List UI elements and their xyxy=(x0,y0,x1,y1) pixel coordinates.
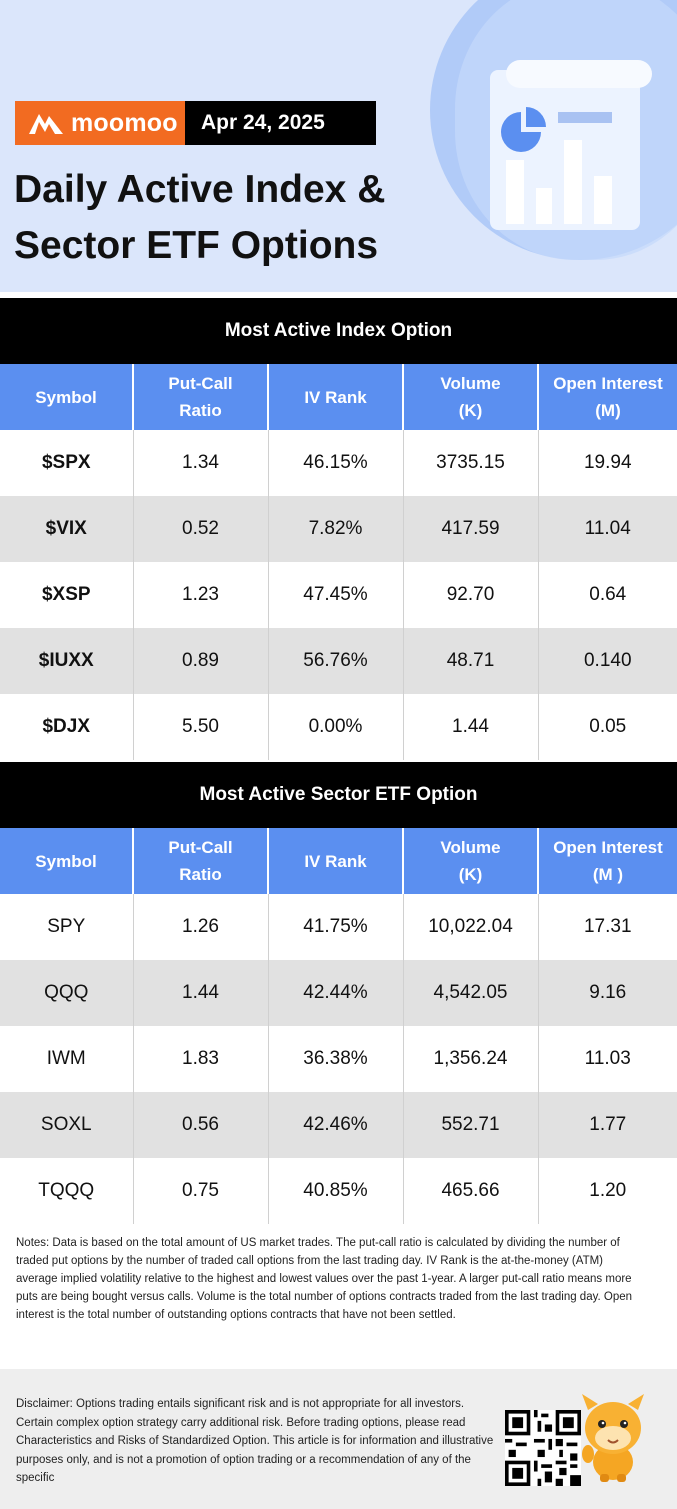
col-header-symbol: Symbol xyxy=(0,828,134,894)
cell-iv-rank: 42.46% xyxy=(268,1092,404,1158)
sector-options-table: Symbol Put-Call Ratio IV Rank Volume (K) O… xyxy=(0,828,677,1224)
col-header-symbol: Symbol xyxy=(0,364,134,430)
cell-symbol: IWM xyxy=(0,1026,134,1092)
chart-document-icon xyxy=(490,60,652,230)
col-header-put-call: Put-Call Ratio xyxy=(133,364,269,430)
cell-symbol: SPY xyxy=(0,894,134,960)
col-header-volume: Volume (K) xyxy=(403,364,539,430)
brand-bar: moomoo Apr 24, 2025 xyxy=(15,101,376,145)
col-header-put-call: Put-Call Ratio xyxy=(133,828,269,894)
cell-volume: 1.44 xyxy=(403,694,539,760)
cell-open-interest: 11.04 xyxy=(538,496,677,562)
cell-iv-rank: 41.75% xyxy=(268,894,404,960)
cell-volume: 4,542.05 xyxy=(403,960,539,1026)
cell-put-call: 0.75 xyxy=(133,1158,269,1224)
cell-open-interest: 11.03 xyxy=(584,1048,631,1069)
cell-volume: 10,022.04 xyxy=(403,894,539,960)
col-header-open-interest: Open Interest (M ) xyxy=(538,828,677,894)
cell-symbol: $VIX xyxy=(0,496,134,562)
cell-volume: 3735.15 xyxy=(403,430,539,496)
col-header-iv-rank: IV Rank xyxy=(268,828,404,894)
report-date: Apr 24, 2025 xyxy=(185,101,376,145)
page-title-line-1: Daily Active Index & xyxy=(14,168,386,211)
cell-symbol: SOXL xyxy=(0,1092,134,1158)
cell-open-interest: 0.140 xyxy=(538,628,677,694)
cell-volume: 465.66 xyxy=(403,1158,539,1224)
cell-symbol: $IUXX xyxy=(0,628,134,694)
moomoo-logo-icon xyxy=(29,114,63,134)
cell-volume: 1,356.24 xyxy=(403,1026,539,1092)
cell-put-call: 1.26 xyxy=(133,894,269,960)
cell-iv-rank: 47.45% xyxy=(268,562,404,628)
qr-code-icon xyxy=(505,1410,581,1486)
header-banner: moomoo Apr 24, 2025 Daily Active Index &… xyxy=(0,0,677,292)
brand-name: moomoo xyxy=(71,108,178,137)
cell-put-call: 0.52 xyxy=(133,496,269,562)
page-title: Daily Active Index & Sector ETF Options xyxy=(14,162,385,274)
cell-open-interest: 1.20 xyxy=(589,1180,627,1201)
disclaimer-text: Disclaimer: Options trading entails sign… xyxy=(16,1398,494,1484)
cell-open-interest: 19.94 xyxy=(583,452,632,473)
cell-iv-rank: 0.00% xyxy=(268,694,404,760)
cell-volume: 48.71 xyxy=(403,628,539,694)
brand-logo: moomoo xyxy=(15,101,185,145)
cell-iv-rank: 46.15% xyxy=(268,430,404,496)
cell-open-interest: 0.64 xyxy=(589,584,627,605)
page-title-line-2: Sector ETF Options xyxy=(14,224,379,267)
index-options-table: Symbol Put-Call Ratio IV Rank Volume (K) O… xyxy=(0,364,677,760)
cell-iv-rank: 36.38% xyxy=(268,1026,404,1092)
cell-symbol: $XSP xyxy=(0,562,134,628)
table-row: QQQ 1.44 42.44% 4,542.05 9.16 xyxy=(0,960,677,1026)
cell-put-call: 1.23 xyxy=(133,562,269,628)
cell-put-call: 5.50 xyxy=(133,694,269,760)
table-row: $SPX 1.34 46.15% 3735.15 19.94 xyxy=(0,430,677,496)
table-row: SPY 1.26 41.75% 10,022.04 17.31 xyxy=(0,894,677,960)
table-header-row: Symbol Put-Call Ratio IV Rank Volume (K) O… xyxy=(0,364,677,430)
table-row: SOXL 0.56 42.46% 552.71 1.77 xyxy=(0,1092,677,1158)
cell-symbol: $SPX xyxy=(0,430,134,496)
table-row: $XSP 1.23 47.45% 92.70 0.64 xyxy=(0,562,677,628)
cell-put-call: 1.34 xyxy=(133,430,269,496)
col-header-iv-rank: IV Rank xyxy=(268,364,404,430)
cell-put-call: 1.44 xyxy=(133,960,269,1026)
notes-text: Notes: Data is based on the total amount… xyxy=(16,1237,633,1321)
table-row: $VIX 0.52 7.82% 417.59 11.04 xyxy=(0,496,677,562)
cell-put-call: 1.83 xyxy=(133,1026,269,1092)
cell-put-call: 0.56 xyxy=(133,1092,269,1158)
cell-iv-rank: 7.82% xyxy=(268,496,404,562)
sector-section-title: Most Active Sector ETF Option xyxy=(0,762,677,828)
table-row: TQQQ 0.75 40.85% 465.66 1.20 xyxy=(0,1158,677,1224)
cell-open-interest: 9.16 xyxy=(538,960,677,1026)
cell-iv-rank: 40.85% xyxy=(268,1158,404,1224)
table-row: IWM 1.83 36.38% 1,356.24 11.03 xyxy=(0,1026,677,1092)
cell-symbol: QQQ xyxy=(0,960,134,1026)
cell-iv-rank: 42.44% xyxy=(268,960,404,1026)
cell-volume: 552.71 xyxy=(403,1092,539,1158)
index-section-title: Most Active Index Option xyxy=(0,298,677,364)
cell-open-interest: 17.31 xyxy=(583,916,632,937)
cell-iv-rank: 56.76% xyxy=(268,628,404,694)
cell-put-call: 0.89 xyxy=(133,628,269,694)
col-header-open-interest: Open Interest (M) xyxy=(538,364,677,430)
table-row: $DJX 5.50 0.00% 1.44 0.05 xyxy=(0,694,677,760)
cell-volume: 417.59 xyxy=(403,496,539,562)
col-header-volume: Volume (K) xyxy=(403,828,539,894)
cell-symbol: $DJX xyxy=(0,694,134,760)
mascot-icon xyxy=(582,1394,644,1482)
cell-open-interest: 0.05 xyxy=(589,716,627,737)
cell-symbol: TQQQ xyxy=(0,1158,134,1224)
cell-open-interest: 1.77 xyxy=(538,1092,677,1158)
table-row: $IUXX 0.89 56.76% 48.71 0.140 xyxy=(0,628,677,694)
table-header-row: Symbol Put-Call Ratio IV Rank Volume (K) O… xyxy=(0,828,677,894)
cell-volume: 92.70 xyxy=(403,562,539,628)
